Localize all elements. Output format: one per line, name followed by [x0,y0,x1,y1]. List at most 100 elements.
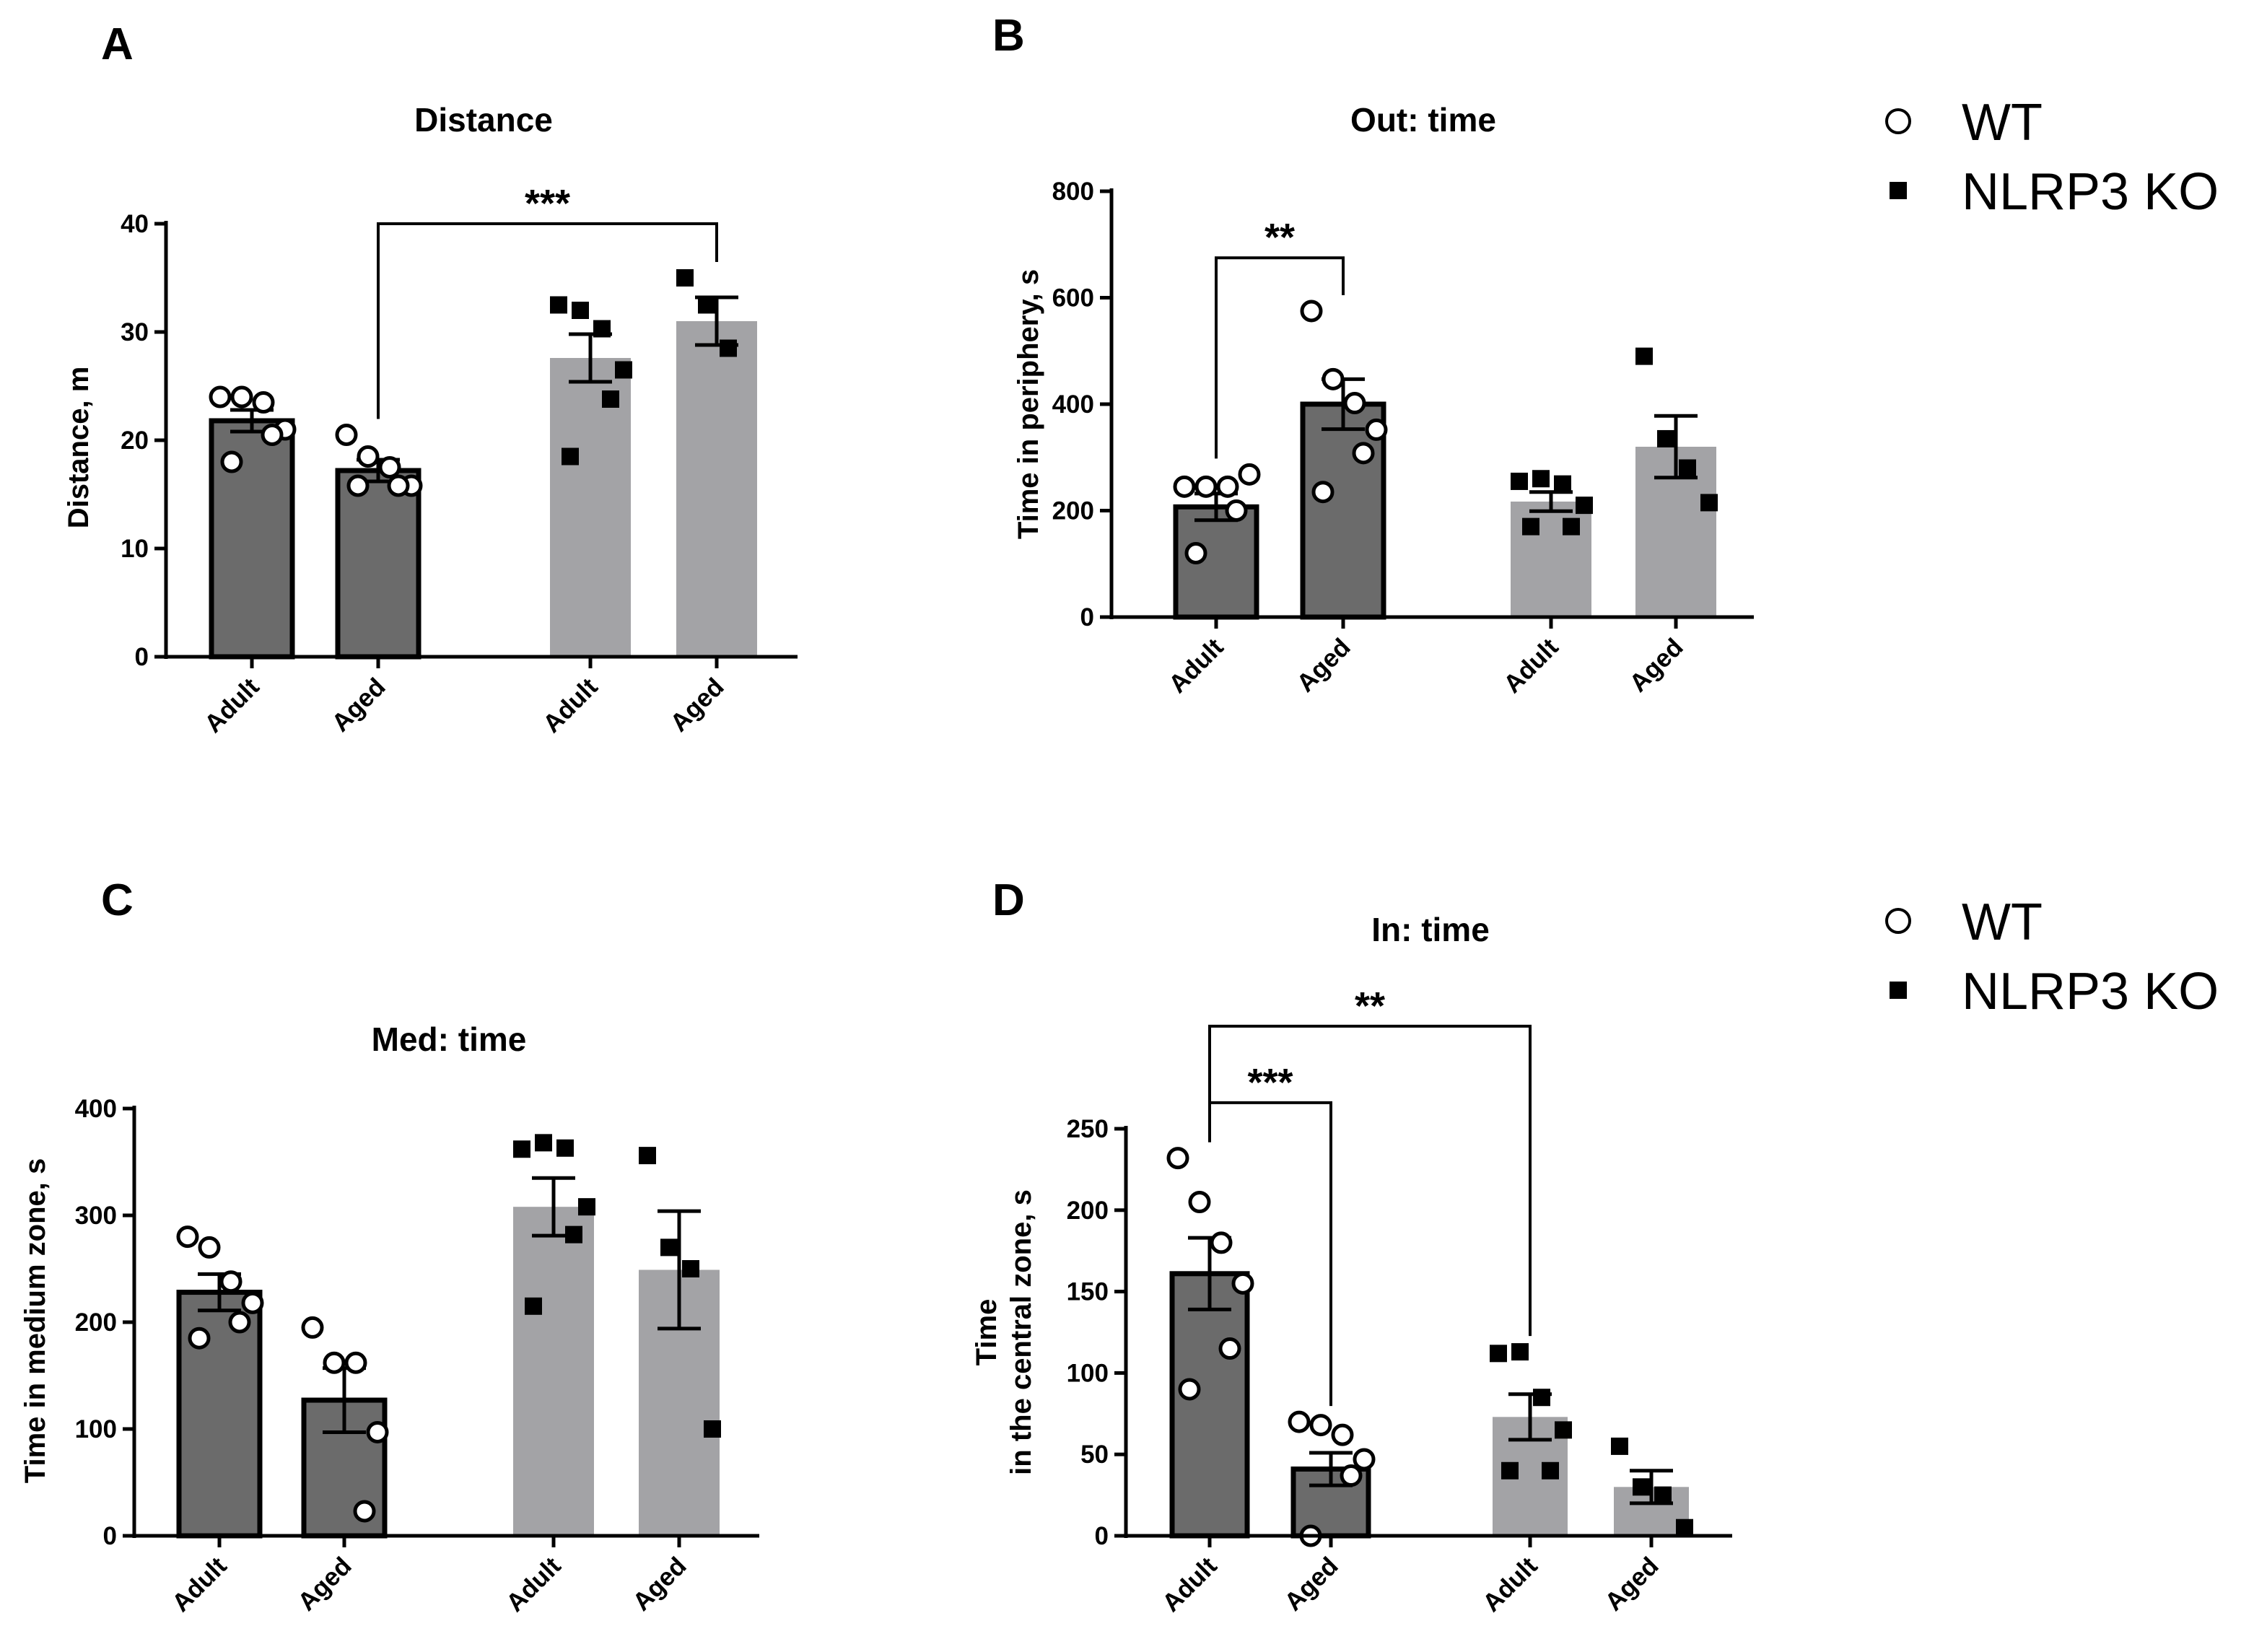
data-point-ko [1676,1518,1693,1537]
error-bar [658,1209,701,1331]
panel-a: A Distance Distance, m 0 10 20 30 40 Adult Age… [63,19,798,738]
y-tick-label: 200 [75,1308,117,1337]
data-point-wt [301,1316,324,1339]
x-tick-label: Aged [326,673,390,737]
x-tick-label: Adult [1477,1552,1543,1617]
data-point-ko [593,320,611,338]
data-point-wt [1173,475,1196,498]
data-point-ko [639,1147,656,1165]
y-tick-label: 0 [103,1522,117,1550]
data-point-wt [228,1311,251,1334]
y-axis-label: Time in medium zone, s [19,1158,51,1483]
significance-label: *** [1247,1061,1293,1104]
data-point-ko [682,1260,699,1277]
data-point-ko [1555,1421,1572,1439]
x-tick-label: Aged [1291,633,1355,697]
data-point-wt [1311,481,1335,504]
x-tick-label: Aged [1624,633,1688,697]
y-tick-label: 0 [1095,1522,1109,1550]
filled-square-icon [1890,182,1907,199]
data-point-ko [535,1134,552,1152]
bar-adult-wt [1173,504,1259,620]
y-tick-label: 30 [121,318,149,346]
data-point-ko [565,1225,582,1244]
y-tick-label: 0 [135,643,149,671]
legend-label: NLRP3 KO [1962,163,2219,221]
legend-bottom: WT NLRP3 KO [1885,893,2219,1021]
legend-label: NLRP3 KO [1962,963,2219,1021]
x-tick-label: Adult [501,1552,567,1617]
data-point-wt [357,445,380,468]
data-point-ko [1635,347,1653,365]
y-tick-label: 300 [75,1202,117,1230]
data-point-wt [1300,300,1323,323]
data-point-ko [676,269,694,287]
legend-top: WT NLRP3 KO [1885,94,2219,221]
data-point-ko [1679,459,1696,477]
data-point-wt [344,1351,367,1374]
data-point-wt [1365,418,1388,441]
data-point-ko [615,361,632,379]
y-tick-label: 100 [75,1415,117,1443]
x-tick-label: Aged [292,1552,357,1616]
significance-label: ** [1264,216,1295,259]
data-point-wt [1218,1337,1241,1360]
data-point-ko [602,390,619,408]
filled-square-icon [1890,982,1907,999]
data-point-wt [1166,1147,1189,1170]
data-point-ko [660,1238,678,1257]
data-point-wt [1309,1414,1332,1437]
data-point-ko [562,447,579,466]
data-point-ko [1654,1486,1672,1504]
data-point-wt [323,1351,346,1374]
data-point-wt [230,385,253,408]
legend-label: WT [1962,94,2043,152]
panel-letter-a: A [101,19,134,69]
data-point-wt [378,456,401,478]
data-point-wt [1343,392,1366,415]
data-point-ko [550,296,567,314]
data-point-ko [572,302,589,319]
significance-bracket: *** [377,182,718,419]
chart-title: Distance [414,101,553,139]
y-tick-label: 40 [121,210,149,238]
y-axis-label: Time in periphery, s [1013,269,1044,539]
data-point-ko [1633,1478,1650,1496]
bar-aged-wt [1300,401,1386,620]
data-point-ko [1700,494,1718,512]
legend-item: WT [1885,94,2043,152]
x-tick-label: Adult [1163,633,1229,699]
panel-c: C Med: time Time in medium zone, s 0 100 2… [19,875,759,1617]
x-tick-label: Adult [167,1552,232,1617]
data-point-wt [198,1236,221,1259]
y-tick-label: 20 [121,427,149,455]
data-point-ko [1532,470,1550,488]
data-point-ko [1511,472,1528,490]
y-axis-label: Time in the central zone, s [971,1189,1037,1475]
data-point-wt [353,1500,376,1523]
error-bar [1309,1451,1353,1487]
y-tick-label: 10 [121,535,149,563]
y-tick-label: 600 [1052,284,1094,313]
data-point-wt [1352,442,1375,465]
significance-bracket: ** [1215,216,1345,459]
data-point-wt [346,474,370,497]
data-point-ko [1542,1461,1559,1480]
y-tick-label: 800 [1052,178,1094,206]
data-point-wt [252,391,275,414]
open-circle-icon [1885,908,1911,934]
y-axis-label: Distance, m [63,367,95,529]
significance-label: ** [1355,984,1385,1028]
plot-area: 0 10 20 30 40 Adult Aged Adult Aged *** [121,182,798,738]
panel-letter-c: C [101,875,134,925]
data-point-wt [1210,1231,1233,1254]
data-point-wt [1184,542,1207,564]
data-point-wt [335,424,358,446]
data-point-wt [1178,1378,1201,1401]
data-point-ko [578,1198,595,1216]
data-point-ko [513,1140,530,1158]
y-tick-label: 250 [1067,1115,1109,1143]
data-point-wt [209,385,232,408]
